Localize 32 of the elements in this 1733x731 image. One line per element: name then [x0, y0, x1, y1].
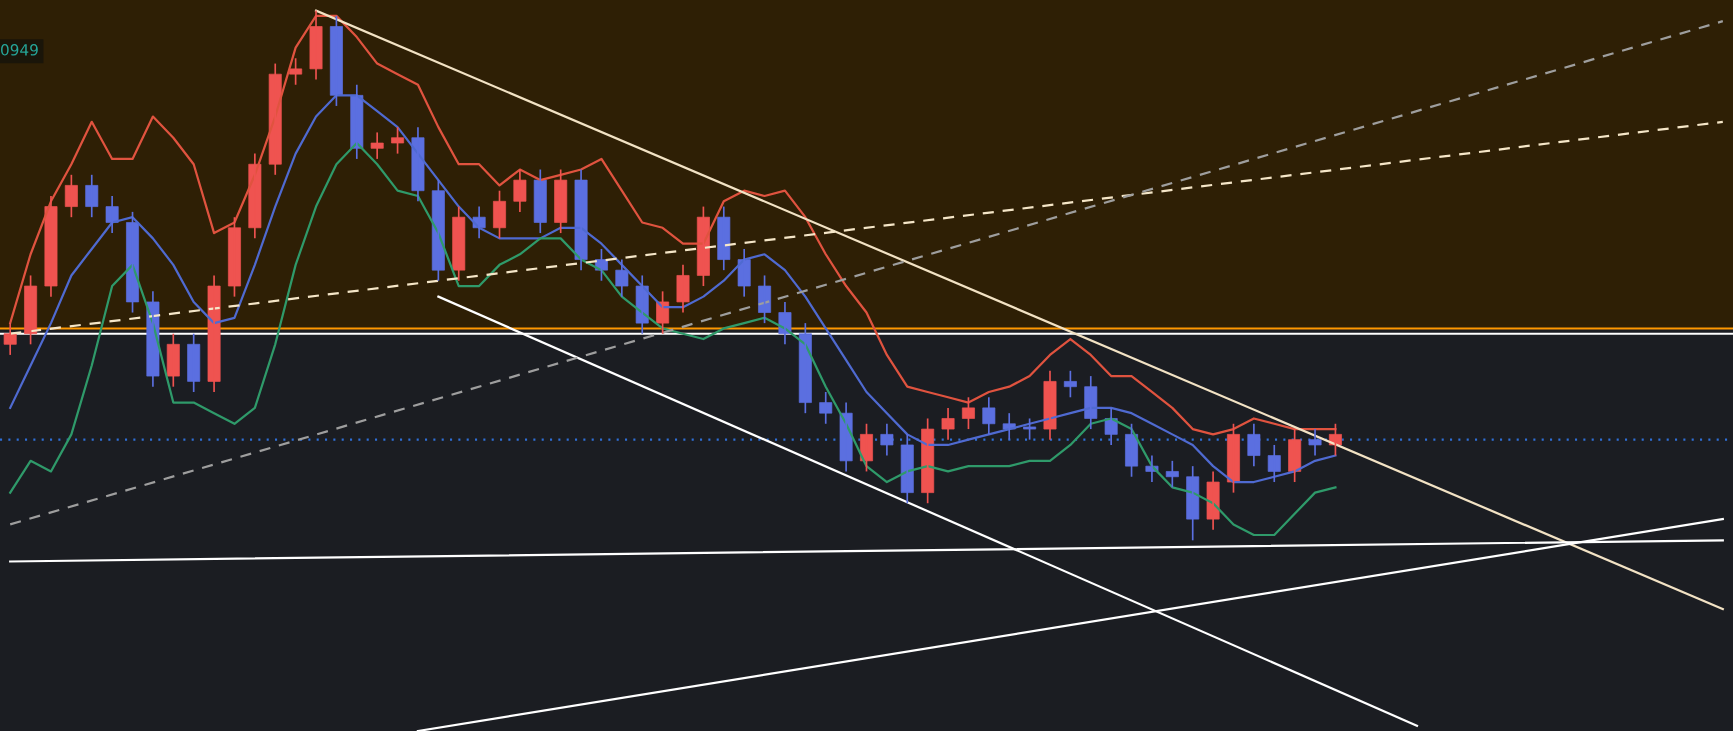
candlestick: [819, 391, 833, 425]
candlestick: [24, 274, 38, 346]
candlestick: [941, 407, 955, 441]
candlestick: [513, 168, 527, 213]
candlestick: [676, 264, 690, 314]
candlestick: [44, 195, 58, 298]
candlestick: [85, 173, 99, 219]
candlestick: [228, 216, 241, 298]
candlestick: [329, 15, 343, 107]
candlestick: [493, 189, 506, 240]
candlestick: [1043, 369, 1057, 441]
candlestick: [1125, 422, 1139, 478]
candlestick: [1063, 369, 1077, 399]
candlestick: [982, 396, 996, 436]
candlestick: [1247, 422, 1261, 467]
candlestick: [961, 396, 975, 430]
candlestick: [3, 322, 17, 356]
candlestick: [309, 9, 323, 81]
candlestick: [370, 131, 384, 160]
candlestick: [717, 205, 731, 271]
candlestick: [64, 173, 78, 219]
candlestick: [391, 126, 405, 155]
candlestick: [289, 57, 303, 86]
candlestick: [1288, 428, 1302, 483]
annotation: 0949: [1, 44, 38, 56]
candlestick: [615, 258, 629, 298]
candlestick: [1267, 444, 1281, 483]
candlestick: [452, 205, 466, 282]
candlestick: [207, 274, 221, 393]
candlestick: [880, 422, 894, 457]
candlestick: [1023, 417, 1037, 441]
candlestick: [1308, 428, 1322, 457]
